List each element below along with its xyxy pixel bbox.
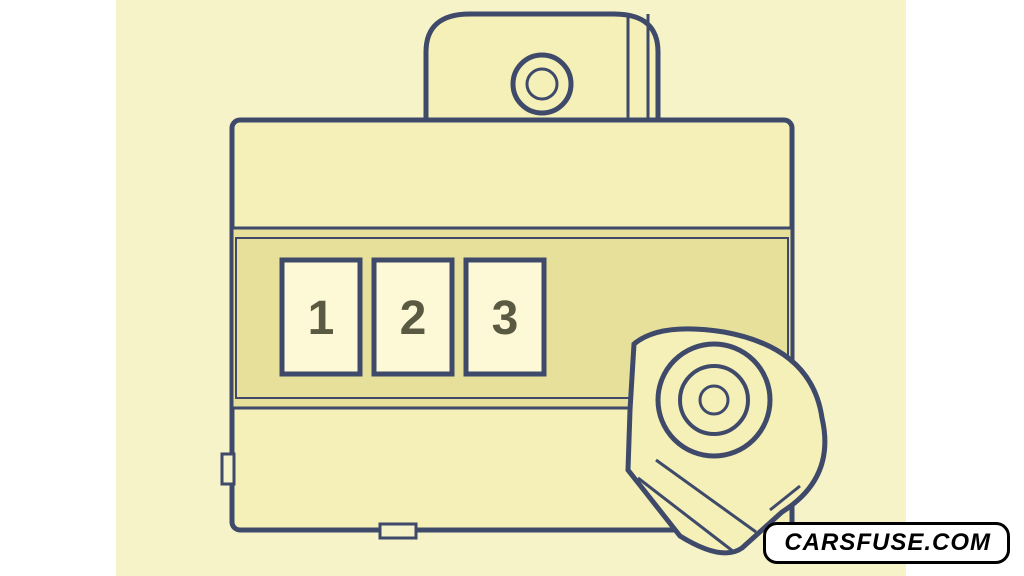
- bottom-notch: [380, 524, 416, 538]
- fuse-slot-label: 3: [492, 292, 519, 345]
- fuse-slot-label: 2: [400, 292, 427, 345]
- mount-hole-icon: [513, 55, 571, 113]
- fuse-box-diagram: 1 2 3: [0, 0, 1024, 576]
- canvas: 1 2 3 CARSFUSE.COM: [0, 0, 1024, 576]
- watermark-text: CARSFUSE.COM: [784, 529, 991, 556]
- terminal-ring-mid-icon: [680, 366, 748, 434]
- watermark-badge: CARSFUSE.COM: [763, 522, 1010, 564]
- side-notch-left: [222, 454, 234, 484]
- fuse-slot-label: 1: [308, 292, 335, 345]
- fuse-slots: 1 2 3: [282, 260, 544, 374]
